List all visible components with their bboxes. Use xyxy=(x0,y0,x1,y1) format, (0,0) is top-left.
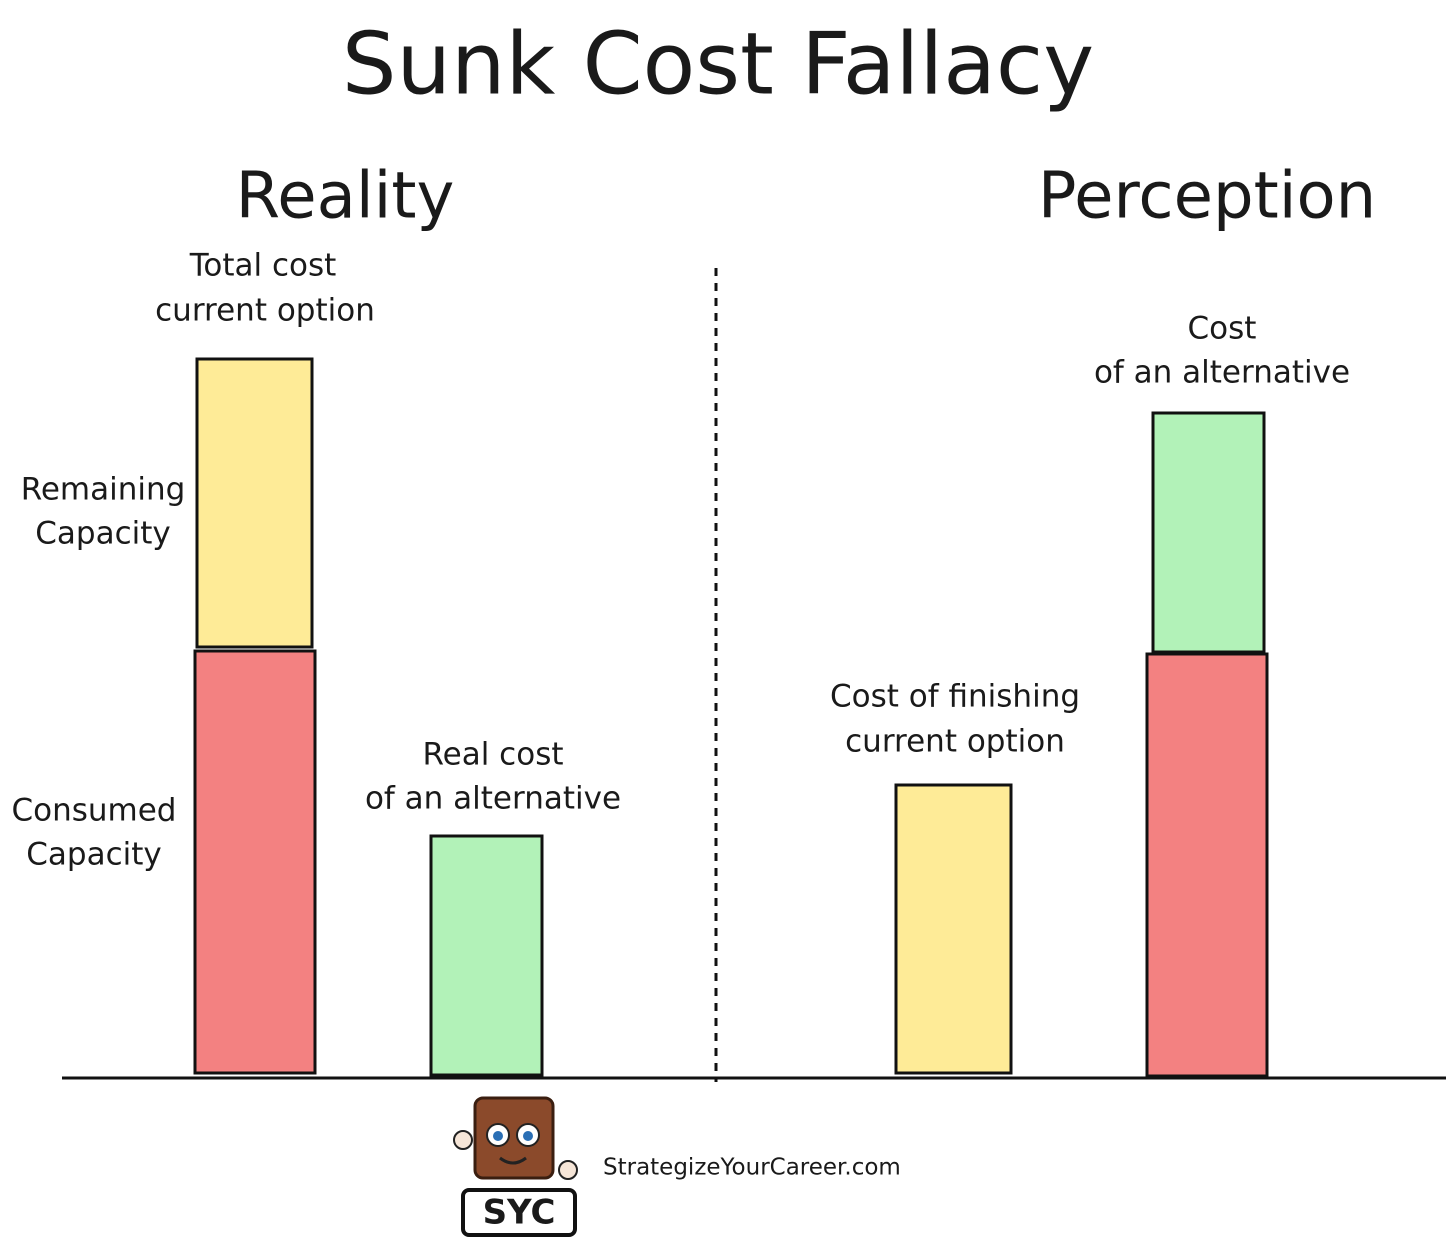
finishing-bar xyxy=(894,783,1013,1075)
label: Total cost xyxy=(189,248,337,284)
title: Sunk Cost Fallacy xyxy=(342,14,1094,114)
panel-heading: Perception xyxy=(1038,160,1376,234)
logo-badge-text: SYC xyxy=(483,1193,556,1233)
alternative-bar xyxy=(429,834,544,1077)
logo-mascot xyxy=(453,1096,578,1180)
perceived-sunk-bar xyxy=(1145,652,1269,1078)
logo-badge xyxy=(461,1188,577,1237)
label: Capacity xyxy=(26,837,161,873)
label: Cost of finishing xyxy=(830,679,1080,715)
label: Remaining xyxy=(21,472,186,508)
label: Cost xyxy=(1188,311,1257,347)
label: current option xyxy=(845,724,1065,760)
label: Capacity xyxy=(35,516,170,552)
label: of an alternative xyxy=(1094,355,1350,391)
label: current option xyxy=(155,293,375,329)
label: Real cost xyxy=(423,737,564,773)
label: of an alternative xyxy=(365,781,621,817)
consumed-bar xyxy=(193,649,317,1075)
logo-website: StrategizeYourCareer.com xyxy=(603,1155,901,1181)
remaining-bar xyxy=(195,357,314,649)
label: Consumed xyxy=(11,793,176,829)
perceived-alternative-bar xyxy=(1151,411,1266,654)
panel-heading: Reality xyxy=(236,160,455,234)
